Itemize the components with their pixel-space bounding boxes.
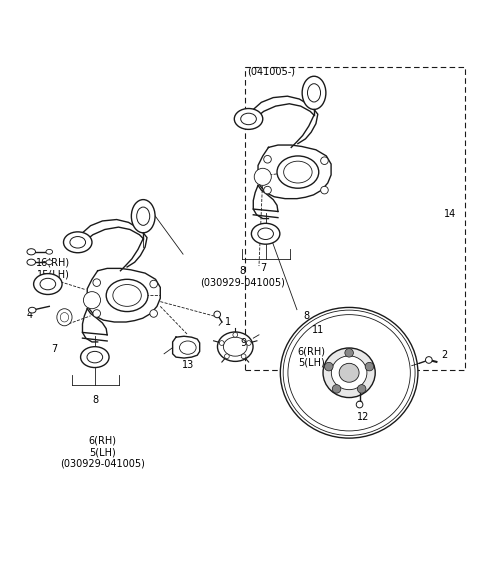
Ellipse shape [27,249,36,255]
Text: 8
(030929-041005): 8 (030929-041005) [200,266,285,287]
Polygon shape [258,145,331,199]
Text: 1: 1 [225,317,231,327]
Ellipse shape [34,274,62,295]
Circle shape [150,310,157,317]
Circle shape [219,341,224,345]
Ellipse shape [106,279,148,312]
Text: 8: 8 [303,311,310,321]
Ellipse shape [280,307,418,438]
Ellipse shape [302,76,326,109]
Circle shape [93,310,100,317]
Circle shape [365,363,374,371]
Polygon shape [173,336,200,358]
Ellipse shape [252,223,280,244]
Text: 12: 12 [357,412,370,422]
Circle shape [93,279,100,286]
Text: 6(RH)
5(LH)
(030929-041005): 6(RH) 5(LH) (030929-041005) [60,435,145,469]
Circle shape [150,280,157,288]
Text: 13: 13 [182,360,194,370]
Circle shape [84,292,100,309]
Text: 9: 9 [240,338,246,348]
Polygon shape [87,268,160,322]
Text: 7: 7 [51,344,57,354]
Ellipse shape [323,348,375,397]
Ellipse shape [331,356,367,390]
Ellipse shape [277,156,319,188]
Text: 2: 2 [442,350,448,360]
Text: (041005-): (041005-) [247,67,295,76]
Circle shape [254,168,271,185]
Circle shape [321,186,328,194]
Ellipse shape [63,232,92,253]
Ellipse shape [46,260,53,264]
Circle shape [214,311,220,317]
Circle shape [425,357,432,363]
Text: 7: 7 [260,263,266,274]
Circle shape [225,354,229,359]
Ellipse shape [217,332,253,361]
Text: 11: 11 [312,325,324,335]
Circle shape [264,186,271,194]
Circle shape [233,332,238,337]
Circle shape [321,157,328,165]
Circle shape [246,341,251,345]
Text: 6(RH)
5(LH): 6(RH) 5(LH) [297,347,325,368]
Circle shape [345,349,353,357]
Circle shape [324,363,333,371]
Ellipse shape [46,250,53,254]
Ellipse shape [234,108,263,129]
Circle shape [332,385,341,393]
Ellipse shape [28,307,36,313]
Ellipse shape [27,259,36,265]
Ellipse shape [81,347,109,368]
Circle shape [356,401,363,408]
Circle shape [264,156,271,163]
Text: 3: 3 [60,316,66,327]
Ellipse shape [132,200,155,233]
Ellipse shape [57,309,72,326]
Text: 8: 8 [92,395,98,405]
Text: 16(RH)
15(LH): 16(RH) 15(LH) [36,258,70,279]
Text: 4: 4 [26,310,33,320]
Circle shape [241,354,246,359]
Circle shape [358,385,366,393]
Ellipse shape [339,363,359,382]
Text: 10: 10 [50,282,62,292]
Text: 14: 14 [444,209,456,219]
